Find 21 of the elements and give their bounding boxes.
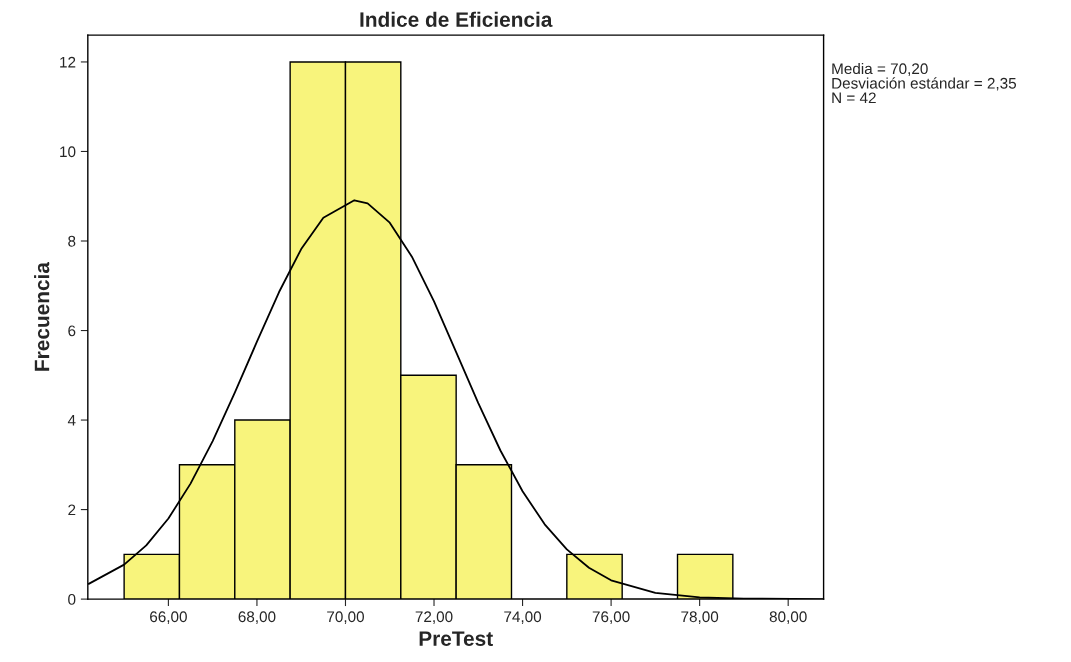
x-tick-label: 68,00: [238, 611, 276, 624]
x-tick-label: 66,00: [150, 611, 187, 624]
y-tick-label: 10: [60, 146, 76, 158]
x-tick-label: 80,00: [769, 611, 807, 624]
text: N = 42: [832, 92, 876, 104]
y-axis-title: Frecuencia: [34, 261, 50, 371]
y-tick-label: 4: [67, 415, 76, 426]
text: Desviación estándar = 2,35: [832, 77, 1017, 91]
y-tick-label: 2: [68, 504, 76, 516]
y-tick-label: 12: [60, 56, 76, 68]
text: Media = 70,20: [832, 62, 928, 76]
x-tick-label: 72,00: [415, 611, 453, 624]
y-tick-label: 0: [68, 593, 76, 605]
y-tick-label: 6: [68, 325, 76, 337]
x-tick-label: 76,00: [592, 611, 630, 624]
chart-title: Indice de Eficiencia: [360, 11, 553, 27]
y-tick-label: 8: [68, 235, 76, 247]
x-tick-label: 78,00: [681, 611, 719, 624]
x-tick-label: 74,00: [504, 611, 542, 624]
x-tick-label: 70,00: [327, 611, 364, 624]
x-axis-title: PreTest: [419, 631, 493, 647]
